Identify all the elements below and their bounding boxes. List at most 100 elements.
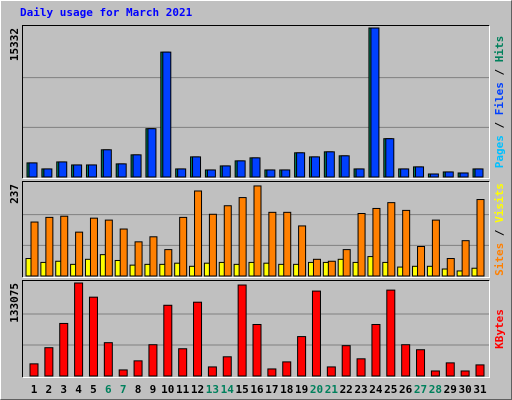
x-tick-label: 22: [340, 383, 353, 396]
bar: [401, 344, 411, 377]
bar: [461, 240, 470, 277]
bar: [223, 205, 232, 277]
bar: [444, 171, 454, 178]
bar: [342, 249, 351, 277]
x-tick-label: 26: [399, 383, 413, 396]
bar: [311, 290, 321, 377]
plot-border-light: [22, 280, 490, 378]
bar: [119, 228, 128, 277]
bar: [341, 345, 351, 377]
y-tick-label: 237: [8, 184, 21, 204]
bar: [282, 361, 292, 377]
bar: [431, 219, 440, 277]
plot-border-light: [22, 25, 490, 179]
legend-separator: /: [493, 62, 506, 82]
chart-title: Daily usage for March 2021: [20, 6, 193, 19]
bar: [296, 152, 306, 178]
x-tick-label: 21: [325, 383, 339, 396]
bar: [236, 160, 246, 178]
bar: [88, 296, 98, 377]
bar: [147, 128, 157, 178]
legend-entry: KBytes: [493, 309, 506, 349]
bar: [283, 211, 292, 277]
bar: [134, 241, 143, 277]
bar: [297, 336, 307, 377]
bar: [251, 157, 261, 178]
bar: [117, 163, 127, 178]
plot-border-dark: [22, 25, 490, 179]
legend-entry: Sites: [493, 243, 506, 276]
x-tick-label: 17: [265, 383, 278, 396]
bar: [149, 236, 158, 277]
bar: [416, 349, 426, 377]
bar: [430, 370, 440, 377]
bar: [103, 342, 113, 377]
bar: [164, 249, 173, 277]
x-tick-label: 31: [473, 383, 487, 396]
x-tick-label: 16: [250, 383, 264, 396]
bar: [371, 323, 381, 377]
bar: [446, 258, 455, 277]
x-tick-label: 30: [459, 383, 472, 396]
y-tick-label: 133075: [8, 283, 21, 323]
bar: [474, 168, 484, 178]
legend-entry: Files: [493, 82, 506, 115]
bar: [237, 284, 247, 377]
bar: [28, 162, 38, 178]
bar: [387, 202, 396, 277]
bar: [206, 169, 216, 178]
bar: [429, 173, 439, 178]
legend: Pages / Files / Hits: [493, 36, 506, 169]
bar: [325, 151, 335, 178]
x-tick-label: 23: [354, 383, 367, 396]
bar: [222, 356, 232, 377]
bar: [58, 161, 68, 178]
bar: [87, 164, 97, 178]
bar: [30, 221, 39, 277]
bar: [252, 323, 262, 377]
bar: [312, 258, 321, 277]
bar: [266, 169, 276, 178]
bar: [133, 360, 143, 377]
legend: KBytes: [493, 309, 506, 349]
bar: [207, 366, 217, 377]
x-tick-label: 8: [135, 383, 142, 396]
bar: [221, 165, 231, 178]
legend-entry: Pages: [493, 135, 506, 168]
y-tick-label: 15332: [8, 28, 21, 61]
bar: [459, 172, 469, 178]
bar: [385, 138, 395, 178]
bar: [162, 51, 172, 178]
bar: [267, 368, 277, 377]
x-tick-label: 27: [414, 383, 427, 396]
bar: [74, 282, 84, 377]
bar: [460, 370, 470, 377]
x-tick-label: 4: [75, 383, 82, 396]
bar: [89, 217, 98, 277]
bar: [194, 190, 203, 277]
bar: [178, 348, 188, 377]
x-tick-label: 2: [46, 383, 53, 396]
bar: [193, 301, 203, 377]
x-tick-label: 1: [31, 383, 38, 396]
bar: [386, 289, 396, 377]
bar: [43, 168, 53, 178]
bar: [179, 216, 188, 277]
bar: [370, 27, 380, 178]
plot-border-dark: [22, 280, 490, 378]
bar: [44, 347, 54, 377]
bar: [340, 155, 350, 178]
bar: [372, 207, 381, 277]
bar: [104, 219, 113, 277]
bar: [73, 164, 83, 178]
x-tick-label: 3: [60, 383, 67, 396]
plot-border-light: [22, 181, 490, 278]
bar: [476, 199, 485, 277]
bar: [327, 260, 336, 277]
bar: [298, 225, 307, 277]
bar: [208, 213, 217, 277]
x-tick-label: 29: [444, 383, 457, 396]
bar: [417, 245, 426, 277]
